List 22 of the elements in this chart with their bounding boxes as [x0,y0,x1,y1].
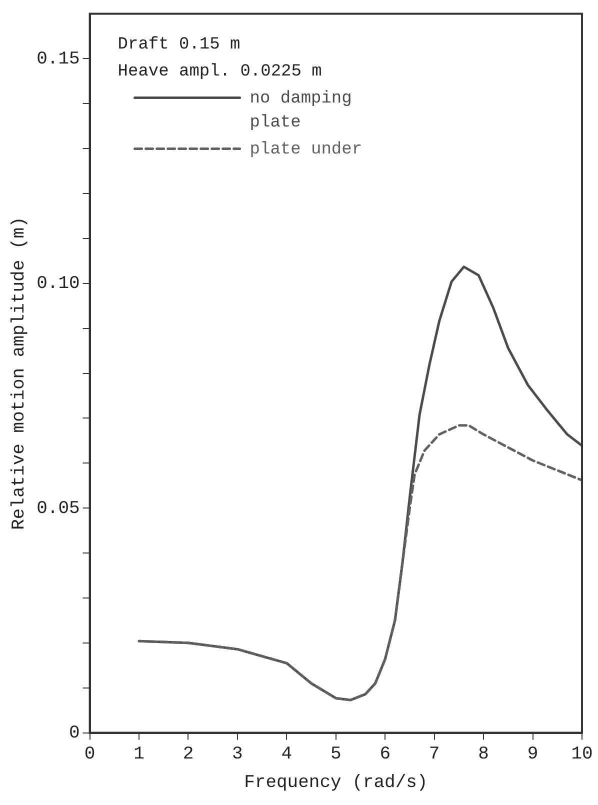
text: no damping plate [250,89,352,132]
annotation: Heave ampl. 0.0225 m [118,62,322,82]
y-tick-label: 0.05 [36,498,80,519]
text: plate under [250,140,362,160]
annotation: Draft 0.15 m [118,35,240,54]
x-tick-label: 9 [527,744,538,764]
x-tick-label: 8 [478,744,489,764]
y-tick-label: 0 [68,724,80,744]
y-tick-label: 0.15 [36,50,80,70]
x-tick-label: 5 [330,744,342,764]
x-tick-label: 2 [182,744,194,764]
x-tick-label: 6 [380,744,391,764]
x-tick-label: 7 [428,744,440,764]
line-series [138,424,582,702]
x-tick-label: 1 [134,744,144,764]
y-tick-label: 0.10 [36,274,80,294]
x-tick-label: 0 [84,744,96,764]
y-axis-title: Relative motion amplitude (m) [10,216,30,530]
x-tick-label: 3 [232,744,243,764]
x-tick-label: 4 [281,744,292,764]
x-tick-label: 10 [571,744,593,764]
x-axis-title: Frequency (rad/s) [244,772,428,793]
